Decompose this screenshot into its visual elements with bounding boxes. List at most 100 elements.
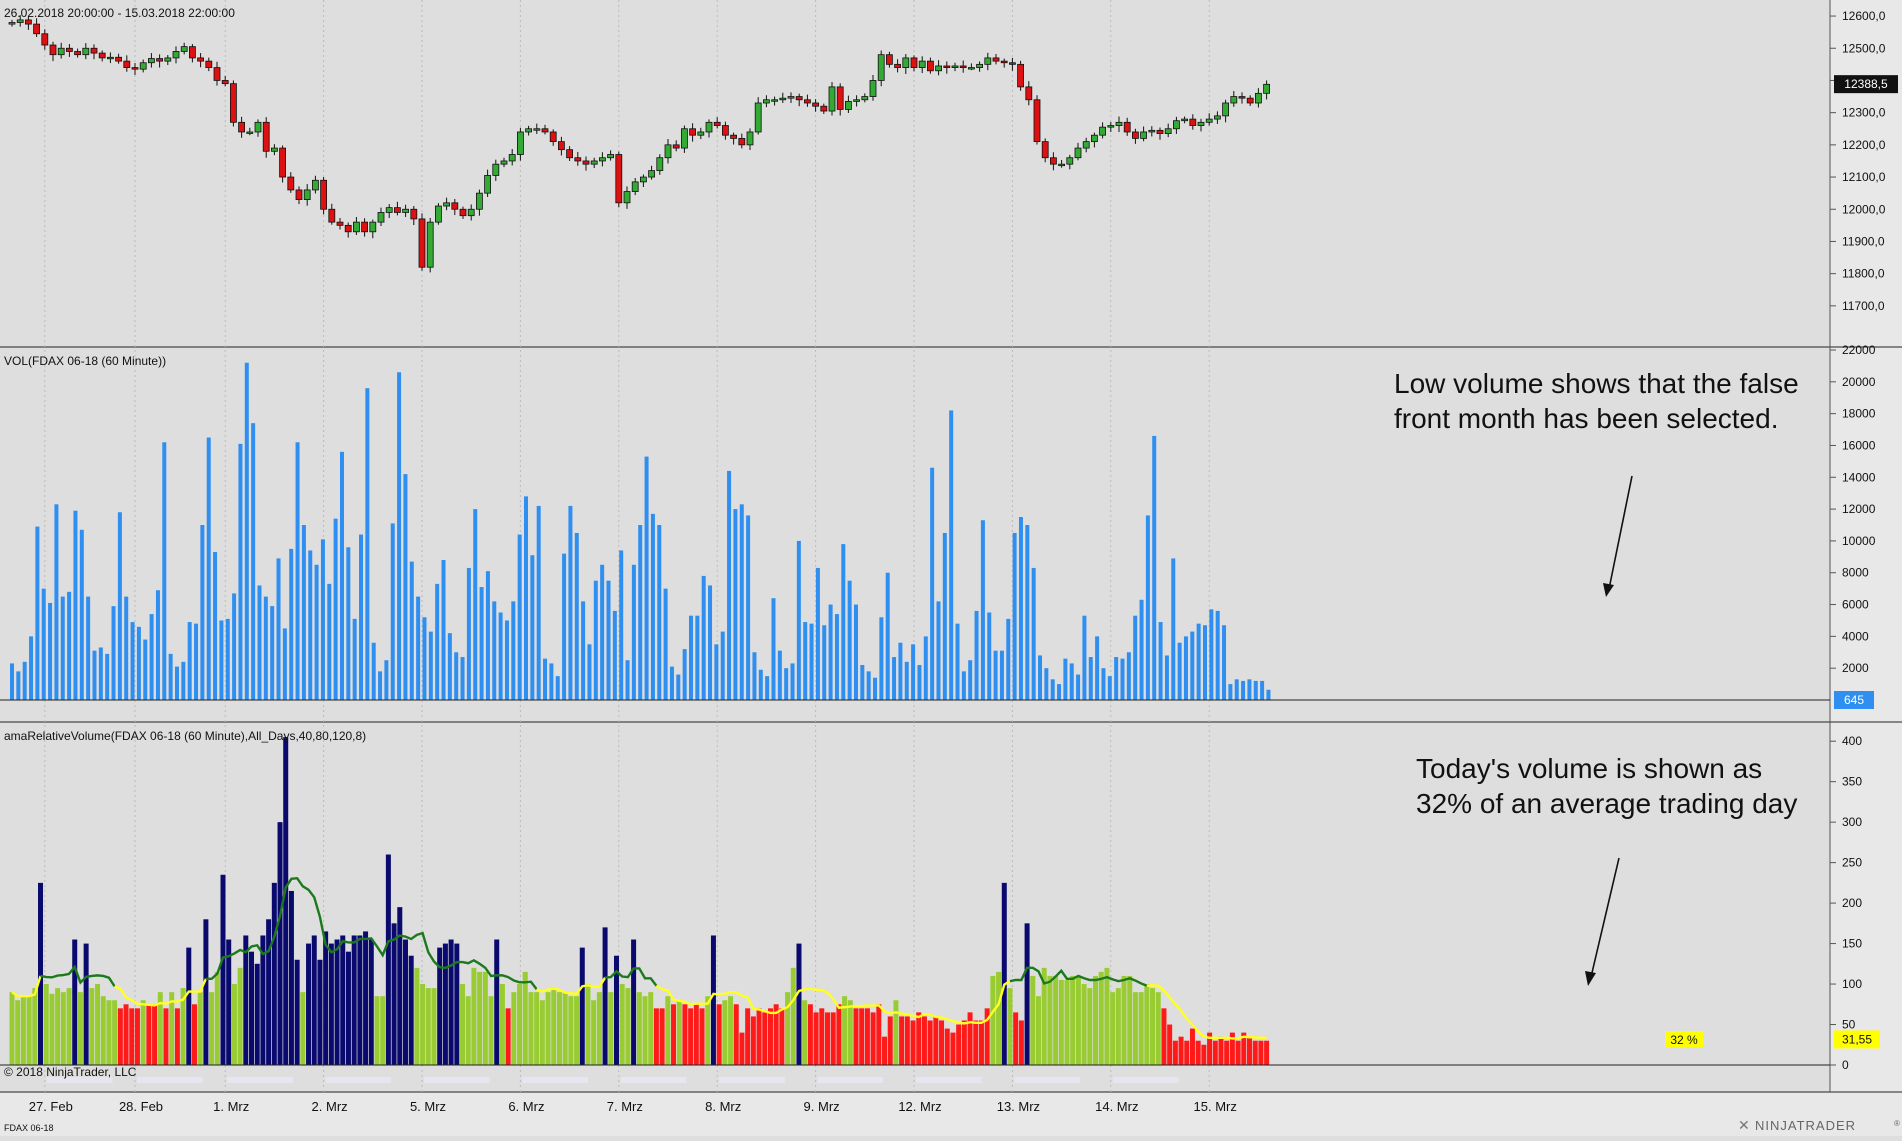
relative-volume-bar[interactable] (1184, 1040, 1190, 1065)
volume-panel[interactable] (0, 362, 1830, 701)
volume-bar[interactable] (568, 505, 573, 700)
relative-volume-bar[interactable] (1053, 975, 1059, 1065)
relative-volume-bar[interactable] (950, 1032, 956, 1065)
relative-volume-bar[interactable] (499, 984, 505, 1065)
candle[interactable] (172, 51, 180, 59)
relative-volume-bar[interactable] (642, 996, 648, 1065)
volume-bar[interactable] (60, 596, 65, 700)
volume-bar[interactable] (257, 585, 262, 700)
relative-volume-bar[interactable] (214, 971, 220, 1065)
candle[interactable] (197, 57, 205, 62)
candle[interactable] (49, 44, 57, 56)
relative-volume-bar[interactable] (882, 1036, 888, 1065)
relative-volume-bar[interactable] (425, 988, 431, 1065)
candle[interactable] (1164, 128, 1172, 134)
relative-volume-bar[interactable] (745, 1008, 751, 1065)
volume-bar[interactable] (1164, 655, 1169, 700)
candle[interactable] (549, 131, 557, 143)
candle[interactable] (943, 65, 951, 68)
volume-bar[interactable] (1247, 679, 1252, 700)
candle[interactable] (746, 131, 754, 146)
relative-volume-bar[interactable] (1218, 1036, 1224, 1065)
candle[interactable] (98, 52, 106, 59)
relative-volume-bar[interactable] (636, 992, 642, 1065)
candle[interactable] (615, 154, 623, 204)
candle[interactable] (229, 83, 237, 123)
candle[interactable] (164, 57, 172, 62)
relative-volume-bar[interactable] (739, 1032, 745, 1065)
volume-bar[interactable] (162, 442, 167, 700)
candle[interactable] (24, 19, 32, 25)
volume-bar[interactable] (695, 615, 700, 700)
candle[interactable] (681, 128, 688, 149)
volume-bar[interactable] (904, 661, 909, 700)
candle[interactable] (90, 47, 98, 54)
relative-volume-bar[interactable] (1201, 1044, 1207, 1065)
candle[interactable] (959, 65, 967, 68)
candle[interactable] (57, 47, 65, 56)
relative-volume-bar[interactable] (266, 919, 272, 1065)
volume-bar[interactable] (1222, 625, 1227, 700)
volume-bar[interactable] (815, 567, 820, 700)
candle[interactable] (705, 121, 713, 133)
relative-volume-bar[interactable] (539, 1000, 545, 1065)
volume-bar[interactable] (333, 518, 338, 700)
candle[interactable] (1074, 147, 1082, 159)
volume-bar[interactable] (244, 362, 249, 700)
candle[interactable] (254, 121, 262, 133)
volume-bar[interactable] (1012, 532, 1017, 700)
relative-volume-bar[interactable] (363, 931, 369, 1065)
relative-volume-bar[interactable] (933, 1016, 939, 1065)
relative-volume-bar[interactable] (1195, 1040, 1201, 1065)
volume-bar[interactable] (98, 647, 103, 701)
candle[interactable] (935, 65, 942, 72)
candle[interactable] (246, 131, 254, 134)
volume-bar[interactable] (416, 596, 421, 700)
volume-bar[interactable] (1183, 636, 1188, 700)
relative-volume-bar[interactable] (237, 967, 243, 1065)
candle[interactable] (443, 202, 451, 207)
volume-bar[interactable] (276, 558, 281, 700)
relative-volume-bar[interactable] (648, 992, 654, 1065)
volume-bar[interactable] (853, 604, 858, 700)
candle[interactable] (795, 96, 803, 101)
relative-volume-bar[interactable] (1235, 1040, 1241, 1065)
relative-volume-bar[interactable] (921, 1016, 927, 1065)
volume-bar[interactable] (479, 587, 484, 700)
volume-bar[interactable] (1228, 684, 1233, 700)
relative-volume-bar[interactable] (180, 988, 186, 1065)
volume-bar[interactable] (79, 529, 84, 700)
volume-bar[interactable] (422, 617, 427, 700)
volume-bar[interactable] (1025, 525, 1030, 700)
volume-bar[interactable] (384, 660, 389, 700)
candle[interactable] (451, 202, 459, 210)
relative-volume-bar[interactable] (300, 992, 306, 1065)
volume-bar[interactable] (720, 631, 725, 700)
volume-bar[interactable] (498, 612, 503, 701)
volume-bar[interactable] (1031, 567, 1036, 700)
volume-bar[interactable] (397, 372, 402, 700)
candle[interactable] (1246, 97, 1254, 104)
relative-volume-bar[interactable] (249, 951, 255, 1065)
volume-bar[interactable] (1266, 689, 1271, 700)
candle[interactable] (1017, 63, 1024, 88)
volume-bar[interactable] (999, 650, 1004, 700)
candle[interactable] (779, 97, 787, 101)
candle[interactable] (623, 191, 631, 204)
volume-bar[interactable] (1050, 679, 1055, 700)
relative-volume-bar[interactable] (209, 992, 215, 1065)
candle[interactable] (8, 22, 16, 25)
relative-volume-bar[interactable] (43, 984, 49, 1065)
candle[interactable] (1181, 118, 1188, 122)
relative-volume-bar[interactable] (556, 992, 562, 1065)
volume-bar[interactable] (346, 547, 351, 700)
candle[interactable] (508, 154, 516, 162)
candle[interactable] (763, 99, 770, 104)
candle[interactable] (845, 100, 852, 110)
relative-volume-bar[interactable] (1047, 975, 1053, 1065)
relative-volume-bar[interactable] (20, 996, 26, 1065)
volume-bar[interactable] (822, 625, 827, 700)
candle[interactable] (336, 221, 344, 226)
relative-volume-bar[interactable] (893, 1000, 899, 1065)
volume-bar[interactable] (892, 657, 897, 700)
